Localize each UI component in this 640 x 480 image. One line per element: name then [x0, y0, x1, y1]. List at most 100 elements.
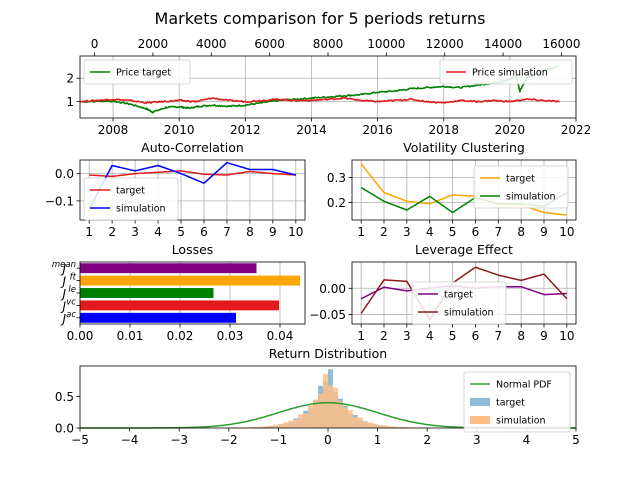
- volclust-ytick-label: 0.2: [327, 196, 346, 210]
- price-top-tick-label: 10000: [367, 37, 405, 51]
- returns-hist-bar: [342, 407, 348, 428]
- returns-xtick-label: −4: [121, 433, 139, 447]
- legend-label: simulation: [506, 192, 556, 203]
- losses-bar: [80, 288, 214, 298]
- legend-label: simulation: [116, 204, 166, 215]
- leverage-series-line: [360, 266, 568, 321]
- returns-xtick-label: −3: [170, 433, 188, 447]
- returns-hist-bar: [268, 425, 274, 428]
- price-top-tick-label: 6000: [254, 37, 285, 51]
- returns-hist-bar: [298, 414, 304, 428]
- legend-swatch: [470, 416, 490, 424]
- losses-ylabel-main: J: [60, 299, 66, 313]
- returns-hist-bar: [308, 405, 314, 428]
- returns-hist-bar: [278, 424, 284, 428]
- price-ytick-label: 2: [66, 72, 74, 86]
- returns-hist-bar: [367, 422, 373, 428]
- autocorr-xtick-label: 6: [200, 225, 208, 239]
- leverage-xtick-label: 6: [472, 329, 480, 343]
- price-xtick-label: 2018: [428, 123, 459, 137]
- leverage-chart: 1 2 3 4 5 6 7 8 9 10 −0.05 0.00 Leverage Effect targe…: [309, 242, 577, 343]
- volclust-xtick-label: 6: [472, 225, 480, 239]
- autocorr-xtick-label: 5: [177, 225, 185, 239]
- returns-xtick-label: 1: [374, 433, 382, 447]
- returns-ytick-label: 0.5: [55, 390, 74, 404]
- returns-hist-bar: [347, 410, 353, 428]
- figure-title: Markets comparison for 5 periods returns: [155, 9, 486, 28]
- losses-ylabel-sup: vc: [66, 297, 76, 307]
- autocorr-ytick-label: 0.0: [55, 167, 74, 181]
- losses-bar: [80, 263, 257, 274]
- returns-xtick-label: −2: [220, 433, 238, 447]
- legend-label: Price target: [116, 68, 171, 79]
- volclust-xtick-label: 10: [559, 225, 574, 239]
- returns-title: Return Distribution: [269, 346, 387, 361]
- returns-hist-bar: [337, 400, 343, 428]
- losses-ylabel-main: J: [60, 275, 66, 289]
- returns-hist-bar: [293, 419, 299, 428]
- volclust-xtick-label: 5: [449, 225, 457, 239]
- price-xtick-label: 2022: [561, 123, 592, 137]
- volclust-xtick-label: 8: [517, 225, 525, 239]
- losses-frame: [79, 261, 306, 325]
- autocorr-series-line: [89, 170, 296, 178]
- legend-label: simulation: [444, 308, 494, 319]
- price-xtick-label: 2014: [296, 123, 327, 137]
- returns-hist-bar: [382, 425, 388, 428]
- losses-xtick-label: 0.02: [167, 329, 194, 343]
- losses-xtick-label: 0.04: [267, 329, 294, 343]
- volclust-xtick-label: 4: [426, 225, 434, 239]
- volclust-chart: 1 2 3 4 5 6 7 8 9 10 0.2 0.3 Volatility Clustering ta…: [327, 140, 577, 239]
- losses-bar: [80, 275, 300, 286]
- returns-hist-bar: [372, 423, 378, 428]
- price-series-line: [79, 96, 560, 105]
- losses-title: Losses: [172, 242, 214, 257]
- losses-ylabel-main: J: [60, 287, 66, 301]
- returns-hist-bar: [387, 426, 393, 428]
- returns-hist-bar: [323, 374, 328, 428]
- returns-xtick-label: −5: [71, 433, 89, 447]
- autocorr-frame: [79, 159, 306, 221]
- price-top-tick-label: 16000: [542, 37, 580, 51]
- legend-box: [473, 165, 569, 209]
- legend-box: [83, 177, 179, 221]
- price-top-tick-label: 2000: [138, 37, 169, 51]
- returns-hist-bar: [258, 426, 264, 428]
- leverage-xtick-label: 1: [357, 329, 365, 343]
- volclust-title: Volatility Clustering: [403, 140, 525, 155]
- returns-hist-bar: [328, 385, 333, 428]
- losses-ylabel-sup: ac: [66, 310, 76, 320]
- returns-hist-bar: [377, 425, 383, 428]
- price-top-tick-label: 0: [91, 37, 99, 51]
- volclust-ytick-label: 0.3: [327, 171, 346, 185]
- autocorr-xtick-label: 7: [223, 225, 231, 239]
- leverage-xtick-label: 8: [517, 329, 525, 343]
- legend-swatch: [470, 398, 490, 406]
- price-top-tick-label: 8000: [313, 37, 344, 51]
- price-xtick-label: 2008: [98, 123, 129, 137]
- volclust-series-line: [360, 163, 567, 216]
- leverage-xtick-label: 9: [540, 329, 548, 343]
- autocorr-title: Auto-Correlation: [141, 140, 244, 155]
- returns-xtick-label: 2: [423, 433, 431, 447]
- leverage-xtick-label: 3: [403, 329, 411, 343]
- returns-hist-bar: [248, 427, 254, 428]
- legend-label: Price simulation: [472, 68, 548, 79]
- losses-ylabel-sup: ft: [70, 273, 77, 283]
- leverage-xtick-label: 10: [559, 329, 574, 343]
- losses-ylabel-main: J: [60, 262, 66, 276]
- leverage-xtick-label: 2: [380, 329, 388, 343]
- price-chart: 2008 2010 2012 2014 2016 2018 2020 2022 1 2 0 2000 4…: [66, 37, 591, 137]
- returns-ytick-label: 0.0: [55, 422, 74, 436]
- legend-label: target: [496, 398, 525, 409]
- autocorr-xtick-label: 8: [246, 225, 254, 239]
- volclust-xtick-label: 2: [380, 225, 388, 239]
- price-xtick-label: 2020: [495, 123, 526, 137]
- returns-hist-bar: [263, 426, 269, 428]
- returns-hist-bar: [273, 424, 279, 428]
- losses-bar: [80, 312, 236, 323]
- price-frame: [79, 55, 577, 119]
- autocorr-xtick-label: 2: [108, 225, 116, 239]
